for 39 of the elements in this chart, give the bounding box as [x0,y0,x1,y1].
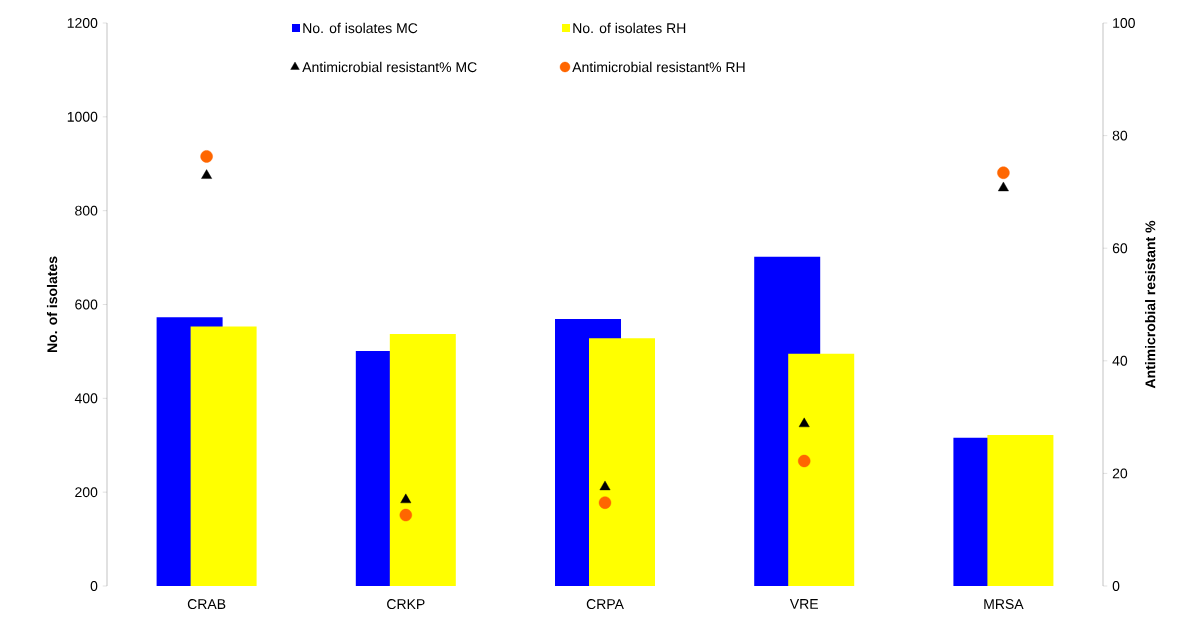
bar [190,326,257,586]
point [200,150,213,163]
point [599,480,611,491]
y-tick-label: 200 [75,487,98,498]
x-tick-label: MRSA [984,599,1024,610]
y2-axis-title: Antimicrobial resistant % [1145,220,1156,389]
y-tick-label: 600 [75,299,98,310]
y-tick-label: 800 [75,205,98,216]
x-tick-label: CRAB [187,599,226,610]
y-axis-title: No. of isolates [46,256,58,353]
legend-label: No. of isolates MC [303,22,418,34]
y-tick-label: 400 [74,393,98,404]
y-tick-label: 1200 [67,18,98,28]
bar [589,338,656,586]
point [400,493,412,504]
y2-tick-label: 0 [1112,581,1120,591]
y2-tick-label: 60 [1112,243,1128,254]
x-tick-label: CRPA [586,599,624,610]
legend-label: No. of isolates RH [573,22,686,34]
x-tick-label: VRE [789,599,818,609]
point [798,454,811,468]
point [798,417,810,428]
point [399,508,412,522]
y2-tick-label: 100 [1113,18,1135,28]
y-tick-label: 0 [90,581,98,591]
bar [788,353,855,586]
bar [987,434,1054,586]
y2-tick-label: 40 [1112,355,1128,366]
legend-label: Antimicrobial resistant% MC [302,61,477,73]
y-tick-label: 1000 [67,111,98,122]
x-tick-label: CRKP [387,599,425,610]
point [997,166,1010,179]
point [598,496,612,509]
point [998,181,1009,192]
bar [389,334,456,586]
y2-tick-label: 80 [1112,130,1128,141]
legend-label: Antimicrobial resistant% RH [572,61,745,73]
point [201,169,212,179]
y2-tick-label: 20 [1112,468,1128,479]
